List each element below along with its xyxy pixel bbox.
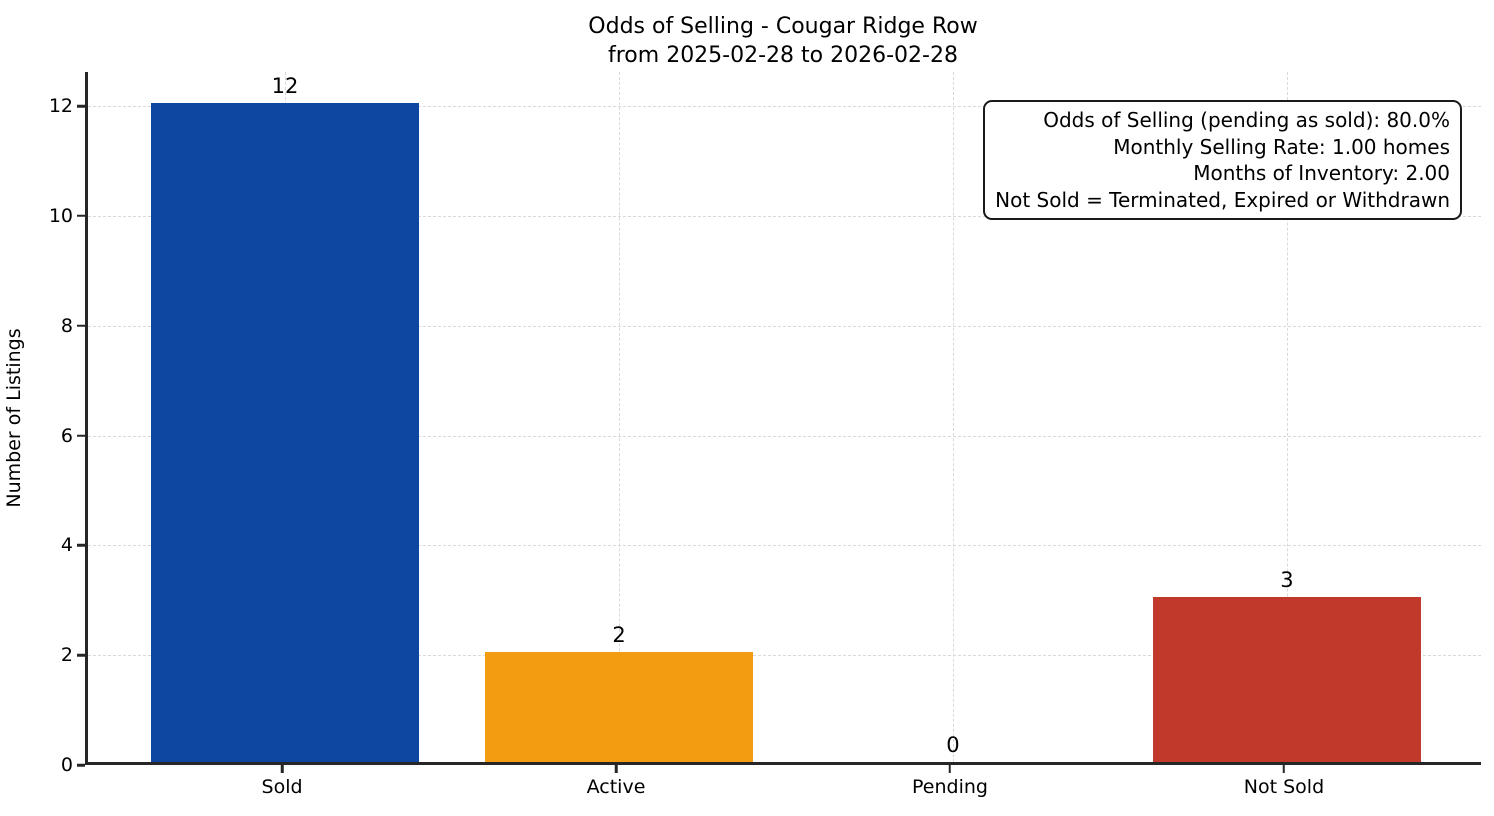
- plot-area: 12 2 0 3 Odds of Selling (pending as sold):…: [85, 72, 1481, 765]
- x-tick-label-sold: Sold: [261, 776, 303, 798]
- y-tick-mark: [77, 214, 85, 218]
- gridline-horizontal: [88, 435, 1481, 437]
- stats-annotation-line: Monthly Selling Rate: 1.00 homes: [1113, 134, 1450, 159]
- bar-value-label: 3: [1280, 568, 1294, 593]
- y-tick-mark: [77, 763, 85, 767]
- chart-title-block: Odds of Selling - Cougar Ridge Row from …: [85, 12, 1481, 70]
- y-axis-label: Number of Listings: [3, 328, 25, 508]
- x-tick-mark: [1282, 765, 1286, 773]
- stats-annotation-line: Months of Inventory: 2.00: [1193, 161, 1450, 185]
- bar-not-sold: [1153, 597, 1421, 762]
- gridline-horizontal: [88, 545, 1481, 547]
- bar-active: [485, 652, 753, 762]
- gridline-vertical: [952, 72, 954, 762]
- bar-value-label: 12: [271, 74, 299, 99]
- y-tick-mark: [77, 324, 85, 327]
- gridline-vertical: [1286, 72, 1288, 762]
- y-tick-label: 12: [48, 95, 73, 118]
- y-tick-label: 10: [48, 204, 73, 227]
- gridline-horizontal: [88, 655, 1481, 657]
- stats-annotation-line: Odds of Selling (pending as sold): 80.0%: [1043, 108, 1450, 132]
- x-tick-label-active: Active: [586, 776, 646, 798]
- chart-title: Odds of Selling - Cougar Ridge Row: [588, 14, 978, 39]
- stats-annotation-box: Odds of Selling (pending as sold): 80.0%…: [983, 100, 1462, 220]
- y-tick-label: 4: [60, 534, 73, 557]
- chart-subtitle: from 2025-02-28 to 2026-02-28: [608, 43, 958, 68]
- stats-annotation-line: Not Sold = Terminated, Expired or Withdr…: [995, 187, 1450, 212]
- y-tick-mark: [77, 544, 85, 547]
- x-tick-label-not-sold: Not Sold: [1243, 776, 1325, 798]
- x-tick-mark: [280, 765, 284, 773]
- y-tick-label: 0: [60, 754, 73, 776]
- bar-value-label: 2: [612, 623, 626, 648]
- gridline-vertical: [619, 72, 620, 762]
- y-tick-mark: [77, 434, 85, 437]
- y-tick-label: 6: [60, 424, 73, 447]
- gridline-horizontal: [88, 106, 1481, 108]
- y-tick-mark: [77, 104, 85, 108]
- x-tick-label-pending: Pending: [912, 776, 988, 798]
- y-tick-mark: [77, 653, 85, 657]
- x-tick-mark: [948, 765, 952, 773]
- x-tick-mark: [614, 765, 618, 773]
- bar-value-label: 0: [946, 733, 960, 757]
- bar-sold: [151, 103, 419, 762]
- gridline-horizontal: [88, 215, 1481, 217]
- y-tick-label: 8: [60, 314, 73, 337]
- gridline-horizontal: [88, 325, 1481, 327]
- y-tick-label: 2: [60, 644, 73, 667]
